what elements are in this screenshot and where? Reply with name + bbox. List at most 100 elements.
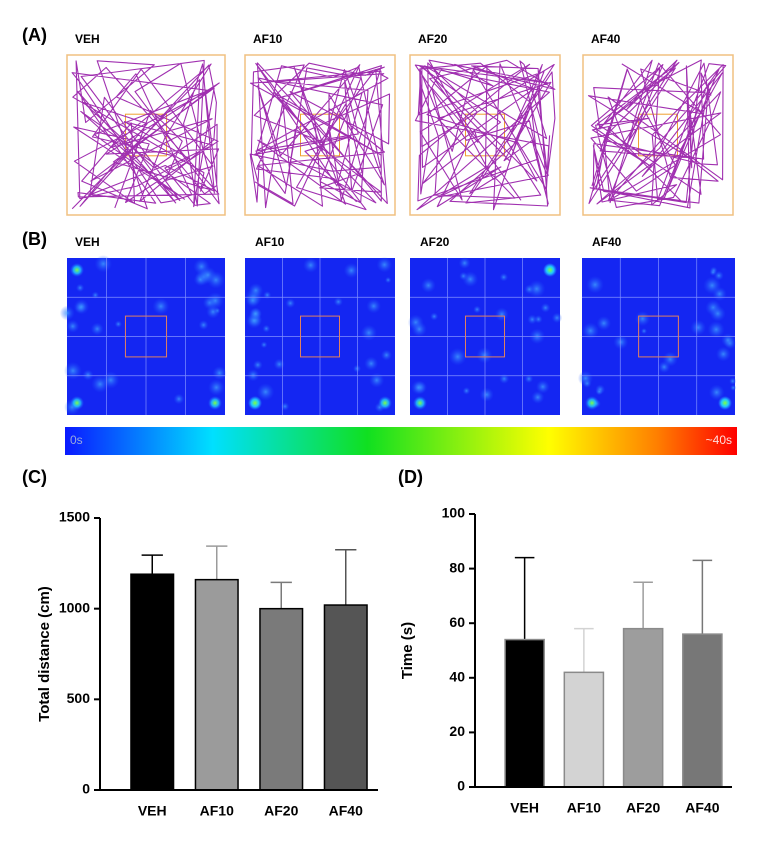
x-tick-label: AF10 xyxy=(200,803,234,819)
heat-spot xyxy=(551,312,563,324)
heat-hotspot xyxy=(585,396,599,410)
heat-spot xyxy=(102,371,120,389)
heat-hotspot xyxy=(543,263,557,277)
center-zone xyxy=(465,315,505,358)
x-tick-label: AF20 xyxy=(626,800,660,816)
bar xyxy=(259,607,304,791)
track xyxy=(71,59,220,210)
heat-spot xyxy=(280,402,290,411)
heat-spot xyxy=(458,257,471,269)
y-tick-label: 0 xyxy=(457,778,465,794)
track xyxy=(249,62,391,211)
group-label: AF20 xyxy=(420,235,450,249)
x-tick-label: VEH xyxy=(138,803,167,819)
heat-spot xyxy=(360,324,377,341)
track xyxy=(414,59,556,211)
heat-spot xyxy=(634,311,651,327)
heat-spot xyxy=(499,272,509,282)
heat-hotspot xyxy=(248,396,262,410)
heat-spot xyxy=(473,305,482,314)
heat-spot xyxy=(285,298,296,309)
heat-hotspot xyxy=(208,396,222,410)
heat-spot xyxy=(499,373,510,384)
heat-spot xyxy=(94,255,113,273)
heat-spot xyxy=(206,304,220,319)
heat-spot xyxy=(248,307,262,321)
group-label: AF20 xyxy=(418,32,448,46)
x-tick-label: AF10 xyxy=(567,800,601,816)
y-tick-label: 100 xyxy=(442,505,466,521)
heat-spot xyxy=(66,319,80,333)
heat-spot xyxy=(662,351,678,367)
heat-spot xyxy=(333,297,343,307)
heat-spot xyxy=(343,262,360,279)
panel-label: (C) xyxy=(22,467,47,487)
group-label: AF40 xyxy=(592,235,622,249)
y-tick-label: 0 xyxy=(82,781,90,797)
panel-label: (A) xyxy=(22,25,47,45)
heat-spot xyxy=(262,324,271,333)
x-tick-label: AF40 xyxy=(329,803,363,819)
heat-spot xyxy=(207,271,225,289)
heat-spot xyxy=(173,393,185,405)
group-label: AF10 xyxy=(255,235,285,249)
group-label: VEH xyxy=(75,235,100,249)
bar xyxy=(130,573,175,791)
heat-spot xyxy=(448,347,467,366)
heat-spot xyxy=(252,360,263,370)
heat-spot xyxy=(384,276,392,284)
bar xyxy=(194,578,239,791)
heat-spot xyxy=(494,307,509,322)
heat-spot xyxy=(640,328,648,335)
panel-label: (B) xyxy=(22,229,47,249)
heat-spot xyxy=(208,379,225,396)
heat-spot xyxy=(260,341,268,349)
colorbar xyxy=(65,427,737,455)
heat-hotspot xyxy=(378,396,392,410)
y-tick-label: 20 xyxy=(449,723,465,739)
heat-spot xyxy=(596,315,612,331)
heat-spot xyxy=(476,347,493,364)
heat-spot xyxy=(479,387,494,402)
heat-spot xyxy=(273,358,285,370)
heat-spot xyxy=(152,297,170,315)
heat-spot xyxy=(715,346,731,362)
heat-spot xyxy=(59,305,75,321)
heat-spot xyxy=(582,378,592,388)
x-tick-label: VEH xyxy=(510,800,539,816)
y-axis-label: Total distance (cm) xyxy=(36,586,53,722)
heat-spot xyxy=(524,374,534,384)
heat-spot xyxy=(690,319,707,336)
heat-spot xyxy=(366,298,382,314)
heat-spot xyxy=(376,256,393,273)
heat-spot xyxy=(114,320,123,328)
heat-spot xyxy=(91,291,100,299)
heat-spot xyxy=(263,291,272,300)
heat-spot xyxy=(420,277,436,293)
heat-spot xyxy=(303,257,319,273)
center-zone xyxy=(300,315,340,358)
y-tick-label: 60 xyxy=(449,614,465,630)
heat-spot xyxy=(709,268,717,276)
heat-spot xyxy=(353,364,362,373)
heat-spot xyxy=(527,314,538,325)
colorbar-max: ~40s xyxy=(706,433,732,447)
heat-spot xyxy=(380,349,393,361)
heat-spot xyxy=(595,387,603,396)
group-label: VEH xyxy=(75,32,100,46)
heat-spot xyxy=(709,305,726,322)
colorbar-min: 0s xyxy=(70,433,83,447)
heat-spot xyxy=(729,377,737,385)
heat-hotspot xyxy=(413,396,427,410)
heat-spot xyxy=(256,383,275,401)
heat-spot xyxy=(721,333,735,347)
x-tick-label: AF40 xyxy=(685,800,719,816)
heat-spot xyxy=(707,320,725,339)
heat-spot xyxy=(245,293,260,308)
heat-spot xyxy=(540,302,551,313)
center-zone xyxy=(638,315,679,358)
heat-spot xyxy=(703,276,722,295)
heat-spot xyxy=(462,271,479,288)
bar xyxy=(504,638,545,788)
group-label: AF10 xyxy=(253,32,283,46)
